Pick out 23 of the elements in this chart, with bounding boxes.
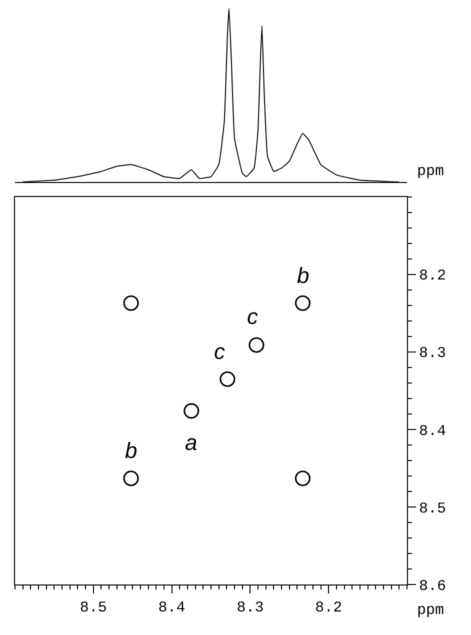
x-tick-label: 8.5: [80, 600, 107, 617]
x-tick-label: 8.4: [158, 600, 186, 617]
point: [123, 295, 139, 311]
annotation: a: [185, 430, 198, 455]
x-tick-label: 8.3: [236, 600, 264, 617]
annotation: b: [297, 263, 310, 288]
point: [294, 295, 311, 311]
x-axis-title: ppm: [417, 602, 444, 619]
y-tick-label: 8.2: [419, 268, 446, 285]
point: [184, 403, 200, 419]
point: [294, 470, 311, 486]
y-tick-label: 8.3: [419, 345, 446, 362]
annotation: b: [125, 438, 138, 463]
point: [248, 337, 264, 353]
y-tick-label: 8.4: [419, 422, 446, 440]
annotation: c: [247, 304, 258, 329]
annotation: c: [214, 339, 225, 364]
x-axis-title: ppm: [417, 163, 444, 180]
point: [123, 470, 139, 486]
point: [220, 371, 236, 387]
y-tick-label: 8.6: [419, 578, 446, 595]
y-tick-label: 8.5: [419, 500, 446, 518]
x-tick-label: 8.2: [315, 600, 342, 617]
